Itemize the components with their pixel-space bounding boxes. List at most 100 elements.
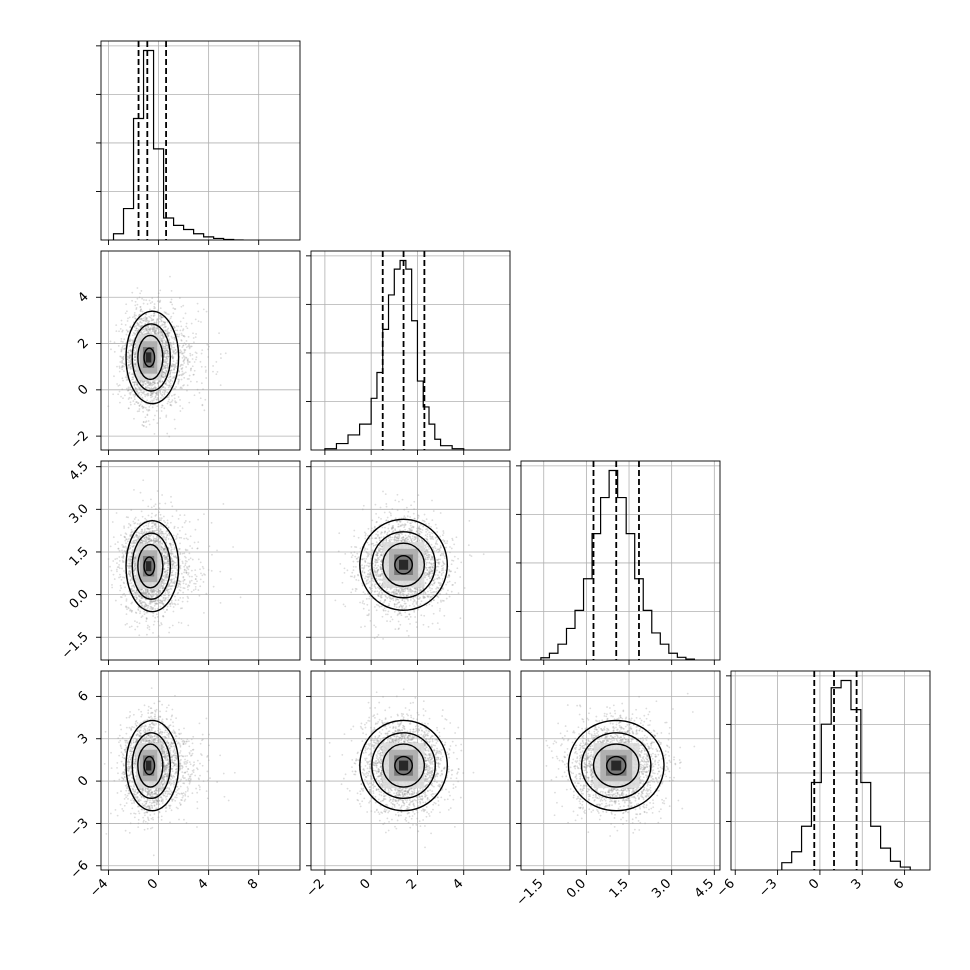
scatter-point bbox=[133, 536, 136, 539]
scatter-points bbox=[107, 479, 242, 637]
scatter-point bbox=[162, 582, 165, 585]
scatter-point bbox=[165, 575, 167, 577]
scatter-point bbox=[155, 398, 158, 401]
scatter-point bbox=[156, 490, 159, 492]
scatter-point bbox=[183, 351, 186, 354]
scatter-point bbox=[215, 361, 218, 363]
scatter-point bbox=[147, 538, 150, 541]
scatter-point bbox=[161, 332, 164, 335]
scatter-point bbox=[145, 426, 148, 428]
scatter-point bbox=[146, 538, 149, 541]
scatter-point bbox=[168, 585, 171, 588]
scatter-point bbox=[141, 601, 144, 603]
scatter-point bbox=[177, 517, 180, 520]
scatter-point bbox=[140, 532, 142, 535]
scatter-point bbox=[138, 314, 140, 317]
scatter-point bbox=[140, 318, 143, 321]
scatter-point bbox=[133, 365, 136, 368]
scatter-point bbox=[183, 384, 185, 386]
scatter-point bbox=[149, 537, 151, 540]
scatter-point bbox=[119, 573, 121, 576]
scatter-point bbox=[161, 549, 164, 552]
scatter-point bbox=[189, 361, 191, 363]
scatter-point bbox=[164, 592, 167, 594]
scatter-point bbox=[154, 522, 157, 525]
scatter-point bbox=[129, 359, 132, 362]
scatter-point bbox=[179, 351, 182, 354]
scatter-point bbox=[168, 384, 171, 387]
scatter-point bbox=[175, 401, 178, 404]
scatter-point bbox=[150, 331, 152, 334]
scatter-point bbox=[153, 303, 156, 305]
scatter-point bbox=[140, 331, 143, 334]
scatter-point bbox=[168, 435, 171, 438]
scatter-point bbox=[161, 391, 164, 394]
scatter-point bbox=[120, 603, 123, 606]
scatter-point bbox=[123, 338, 126, 341]
scatter-point bbox=[177, 599, 180, 601]
scatter-point bbox=[151, 594, 154, 597]
scatter-point bbox=[153, 331, 156, 334]
scatter-point bbox=[154, 600, 157, 603]
scatter-point bbox=[157, 541, 160, 544]
scatter-point bbox=[174, 348, 177, 351]
scatter-point bbox=[143, 592, 146, 594]
scatter-point bbox=[138, 622, 141, 625]
scatter-point bbox=[164, 367, 166, 370]
scatter-point bbox=[161, 578, 164, 581]
scatter-point bbox=[149, 394, 152, 396]
scatter-point bbox=[169, 544, 172, 547]
scatter-point bbox=[122, 362, 125, 365]
scatter-point bbox=[166, 589, 169, 592]
scatter-point bbox=[137, 387, 140, 390]
scatter-point bbox=[144, 316, 147, 318]
scatter-point bbox=[140, 604, 143, 607]
scatter-point bbox=[168, 562, 170, 565]
scatter-point bbox=[139, 325, 142, 328]
scatter-point bbox=[147, 328, 150, 331]
scatter-point bbox=[130, 625, 133, 628]
scatter-point bbox=[162, 336, 165, 339]
scatter-point bbox=[156, 327, 158, 330]
scatter-point bbox=[115, 324, 118, 327]
scatter-point bbox=[177, 381, 180, 384]
scatter-point bbox=[134, 539, 137, 542]
scatter-point bbox=[163, 519, 165, 522]
scatter-point bbox=[129, 523, 132, 526]
scatter-point bbox=[148, 527, 151, 530]
scatter-point bbox=[122, 576, 124, 579]
scatter-point bbox=[144, 385, 147, 388]
scatter-point bbox=[151, 327, 154, 330]
scatter-point bbox=[161, 404, 164, 407]
scatter-point bbox=[169, 372, 172, 375]
scatter-point bbox=[134, 388, 137, 391]
scatter-point bbox=[189, 369, 192, 372]
scatter-point bbox=[162, 515, 165, 518]
scatter-point bbox=[129, 366, 132, 369]
scatter-point bbox=[164, 364, 167, 367]
scatter-point bbox=[151, 591, 154, 593]
scatter-point bbox=[155, 540, 158, 543]
scatter-point bbox=[133, 383, 136, 386]
scatter-point bbox=[151, 601, 154, 604]
scatter-point bbox=[161, 345, 164, 348]
scatter-point bbox=[166, 332, 169, 335]
scatter-point bbox=[123, 546, 126, 549]
scatter-point bbox=[181, 560, 184, 563]
scatter-point bbox=[146, 594, 148, 597]
scatter-point bbox=[160, 600, 163, 603]
scatter-point bbox=[172, 349, 174, 352]
scatter-point bbox=[152, 388, 155, 390]
scatter-point bbox=[133, 417, 135, 420]
scatter-point bbox=[149, 605, 152, 608]
scatter-point bbox=[147, 326, 150, 329]
scatter-point bbox=[124, 623, 127, 626]
scatter-point bbox=[162, 608, 165, 611]
scatter-point bbox=[159, 307, 162, 310]
scatter-point bbox=[133, 572, 136, 574]
scatter-point bbox=[125, 333, 128, 336]
scatter-point bbox=[143, 531, 146, 534]
scatter-point bbox=[171, 321, 174, 323]
scatter-point bbox=[179, 566, 181, 569]
scatter-point bbox=[164, 387, 167, 389]
